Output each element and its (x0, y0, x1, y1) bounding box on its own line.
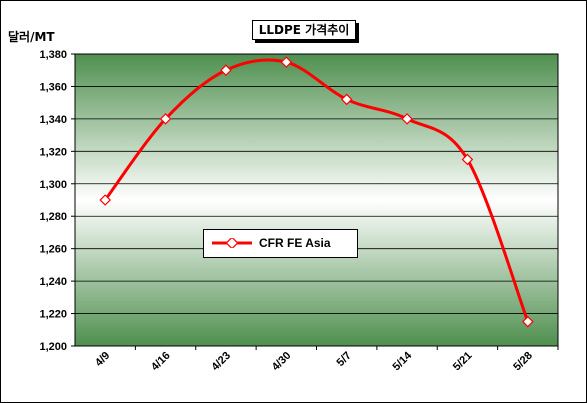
data-point-marker (461, 153, 474, 166)
y-tick-label: 1,200 (39, 341, 67, 353)
y-tick-label: 1,360 (39, 81, 67, 93)
data-point-marker (340, 93, 353, 106)
x-axis-ticks: 4/9 4/16 4/23 4/30 5/7 5/14 5/21 5/28 (93, 346, 559, 374)
y-tick-label: 1,300 (39, 179, 67, 191)
data-point-marker (159, 113, 172, 125)
x-tick-label: 5/21 (451, 350, 475, 374)
x-tick-label: 5/14 (391, 349, 415, 373)
data-point-marker (220, 64, 232, 77)
legend-line-swatch (212, 238, 252, 248)
legend: CFR FE Asia (203, 229, 358, 258)
y-tick-label: 1,280 (39, 211, 67, 223)
x-tick-label: 4/16 (149, 350, 173, 374)
y-axis-label: 달러/MT (8, 30, 55, 44)
x-tick-label: 4/30 (270, 350, 294, 374)
x-tick-label: 5/7 (335, 350, 354, 369)
series-markers (99, 56, 534, 328)
x-tick-label: 4/23 (209, 350, 233, 374)
x-tick-label: 5/28 (511, 350, 535, 374)
y-axis-ticks: 1,200 1,220 1,240 1,260 1,280 1,300 1,320 1,340… (39, 49, 75, 353)
y-tick-label: 1,340 (39, 114, 67, 126)
data-point-marker (99, 194, 111, 206)
data-point-marker (401, 113, 413, 125)
y-tick-label: 1,320 (39, 146, 67, 158)
x-tick-label: 4/9 (93, 350, 112, 369)
data-point-marker (280, 56, 293, 68)
y-tick-label: 1,260 (39, 244, 67, 256)
y-tick-label: 1,220 (39, 309, 67, 321)
data-point-marker (522, 315, 534, 328)
y-tick-label: 1,240 (39, 276, 67, 288)
legend-label-cfr-fe-asia: CFR FE Asia (259, 236, 331, 250)
y-tick-label: 1,380 (39, 49, 67, 61)
chart-title: LLDPE 가격추이 (252, 20, 356, 40)
plot-area (74, 53, 559, 347)
